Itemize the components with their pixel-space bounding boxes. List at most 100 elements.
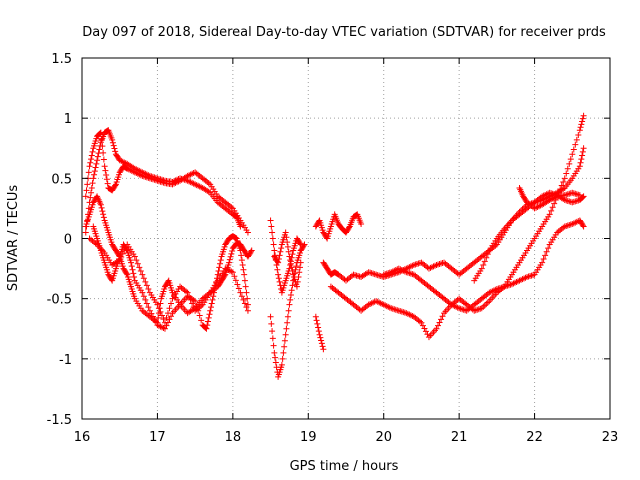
data-point bbox=[277, 248, 284, 255]
data-point bbox=[100, 214, 107, 221]
data-point bbox=[283, 325, 290, 332]
data-point bbox=[271, 247, 278, 254]
data-point bbox=[112, 182, 119, 189]
data-point bbox=[248, 247, 255, 254]
data-point bbox=[316, 331, 323, 338]
data-point bbox=[539, 259, 546, 266]
data-point bbox=[241, 271, 248, 278]
data-point bbox=[231, 273, 238, 280]
data-point bbox=[292, 266, 299, 273]
data-point bbox=[281, 337, 288, 344]
data-point bbox=[161, 325, 168, 332]
data-point bbox=[296, 240, 303, 247]
data-point bbox=[87, 194, 94, 201]
data-point bbox=[244, 295, 251, 302]
data-point bbox=[270, 342, 277, 349]
series-arc-o bbox=[516, 184, 583, 212]
data-point bbox=[102, 167, 109, 174]
data-point bbox=[109, 139, 116, 146]
data-point bbox=[293, 263, 300, 270]
data-point bbox=[319, 343, 326, 350]
data-point bbox=[300, 242, 307, 249]
data-point bbox=[235, 285, 242, 292]
data-point bbox=[435, 322, 442, 329]
chart-title: Day 097 of 2018, Sidereal Day-to-day VTE… bbox=[82, 25, 606, 40]
data-point bbox=[136, 264, 143, 271]
data-point bbox=[85, 169, 92, 176]
data-point bbox=[287, 296, 294, 303]
data-point bbox=[294, 278, 301, 285]
data-point bbox=[282, 331, 289, 338]
data-point bbox=[216, 264, 223, 271]
data-point bbox=[166, 305, 173, 312]
data-point bbox=[131, 253, 138, 260]
series-arc-j bbox=[312, 313, 327, 353]
data-point bbox=[97, 130, 104, 137]
data-point bbox=[314, 320, 321, 327]
data-point bbox=[103, 171, 110, 178]
data-point bbox=[558, 182, 565, 189]
data-point bbox=[549, 204, 556, 211]
data-point bbox=[228, 250, 235, 257]
data-point bbox=[575, 132, 582, 139]
data-point bbox=[358, 221, 365, 228]
data-point bbox=[192, 298, 199, 305]
data-point bbox=[433, 325, 440, 332]
data-point bbox=[97, 201, 104, 208]
data-point bbox=[237, 223, 244, 230]
data-point bbox=[143, 282, 150, 289]
data-point bbox=[226, 256, 233, 263]
data-point bbox=[312, 313, 319, 320]
data-point bbox=[217, 260, 224, 267]
data-point bbox=[82, 229, 89, 236]
data-point bbox=[285, 248, 292, 255]
data-point bbox=[572, 141, 579, 148]
data-point bbox=[123, 270, 130, 277]
data-point bbox=[241, 277, 248, 284]
data-point bbox=[164, 310, 171, 317]
data-point bbox=[275, 275, 282, 282]
data-point bbox=[578, 156, 585, 163]
data-point bbox=[282, 229, 289, 236]
x-tick-label: 23 bbox=[602, 430, 619, 445]
data-point bbox=[545, 245, 552, 252]
x-axis-label: GPS time / hours bbox=[290, 459, 399, 474]
data-point bbox=[226, 259, 233, 266]
data-point bbox=[210, 293, 217, 300]
data-point bbox=[168, 313, 175, 320]
data-point bbox=[285, 307, 292, 314]
series-arc-m bbox=[380, 217, 587, 314]
data-point bbox=[483, 254, 490, 261]
data-point bbox=[268, 223, 275, 230]
data-point bbox=[275, 259, 282, 266]
data-point bbox=[103, 176, 110, 183]
data-point bbox=[234, 281, 241, 288]
y-tick-label: 1.5 bbox=[51, 52, 72, 67]
data-point bbox=[569, 151, 576, 158]
data-point bbox=[205, 314, 212, 321]
data-point bbox=[91, 168, 98, 175]
y-axis-label: SDTVAR / TECUs bbox=[6, 185, 21, 292]
data-point bbox=[128, 263, 135, 270]
x-tick-label: 17 bbox=[149, 430, 166, 445]
data-point bbox=[238, 293, 245, 300]
data-point bbox=[122, 244, 129, 251]
data-point bbox=[100, 156, 107, 163]
data-point bbox=[166, 316, 173, 323]
data-point bbox=[289, 282, 296, 289]
data-point bbox=[272, 354, 279, 361]
data-point bbox=[247, 248, 254, 255]
data-point bbox=[346, 224, 353, 231]
data-point bbox=[579, 222, 586, 229]
data-point bbox=[286, 253, 293, 260]
data-point bbox=[287, 257, 294, 264]
data-point bbox=[546, 211, 553, 218]
data-point bbox=[580, 193, 587, 200]
data-point bbox=[580, 145, 587, 152]
data-point bbox=[157, 308, 164, 315]
data-point bbox=[206, 311, 213, 318]
data-point bbox=[184, 289, 191, 296]
data-point bbox=[118, 254, 125, 261]
data-point bbox=[128, 259, 135, 266]
